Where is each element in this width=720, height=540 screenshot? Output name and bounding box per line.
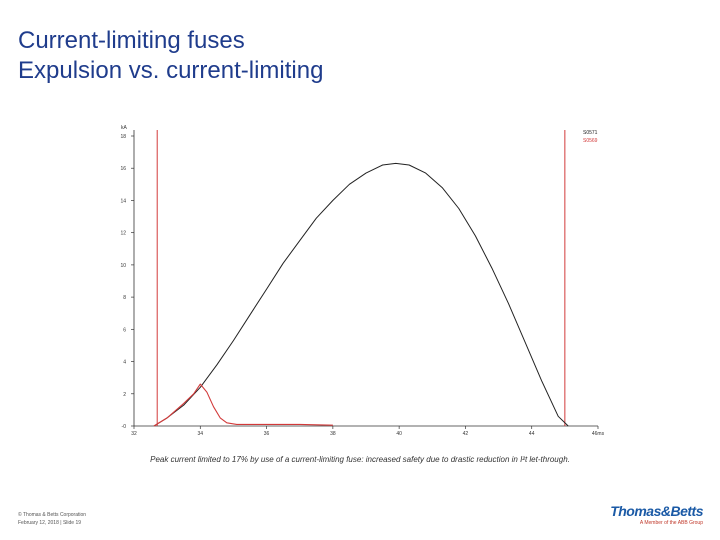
footer-slide-number: | Slide 19 (60, 520, 82, 526)
company-logo: Thomas&Betts A Member of the ABB Group (593, 503, 703, 526)
series-line-s0569 (153, 383, 333, 427)
logo-tagline: A Member of the ABB Group (639, 520, 703, 526)
title-line-2: Expulsion vs. current-limiting (18, 57, 324, 84)
y-tick-label: 4 (123, 360, 126, 366)
footer-copyright: © Thomas & Betts Corporation (18, 512, 87, 518)
x-tick-label: 36 (264, 431, 270, 437)
x-tick-label: 40 (396, 431, 402, 437)
y-tick-label: -0 (122, 424, 127, 430)
footer: © Thomas & Betts Corporation February 12… (18, 511, 86, 527)
y-tick-label: 18 (120, 134, 126, 140)
footer-date-slide: February 12, 2018 | Slide 19 (18, 519, 86, 527)
x-tick-label: 32 (131, 431, 137, 437)
x-tick-label: 42 (463, 431, 469, 437)
chart-caption: Peak current limited to 17% by use of a … (150, 455, 570, 464)
y-tick-label: 8 (123, 295, 126, 301)
y-tick-label: 16 (120, 166, 126, 172)
x-tick-label: 34 (198, 431, 204, 437)
title-line-1: Current-limiting fuses (18, 27, 245, 54)
legend-entry-s0571: S0571 (583, 130, 598, 136)
x-tick-label: 46ms (592, 431, 605, 437)
x-tick-label: 44 (529, 431, 535, 437)
series-line-s0571 (153, 162, 569, 427)
slide-title: Current-limiting fuses Expulsion vs. cur… (18, 26, 323, 86)
footer-date: February 12, 2018 (18, 520, 59, 526)
y-tick-label: 6 (123, 327, 126, 333)
y-tick-label: 14 (120, 198, 126, 204)
y-tick-label: 10 (120, 263, 126, 269)
x-tick-label: 38 (330, 431, 336, 437)
y-axis-label: kA (121, 125, 128, 131)
logo-wordmark: Thomas&Betts (610, 503, 703, 519)
y-tick-label: 12 (120, 231, 126, 237)
legend-entry-s0569: S0569 (583, 138, 598, 144)
y-tick-label: 2 (123, 392, 126, 398)
